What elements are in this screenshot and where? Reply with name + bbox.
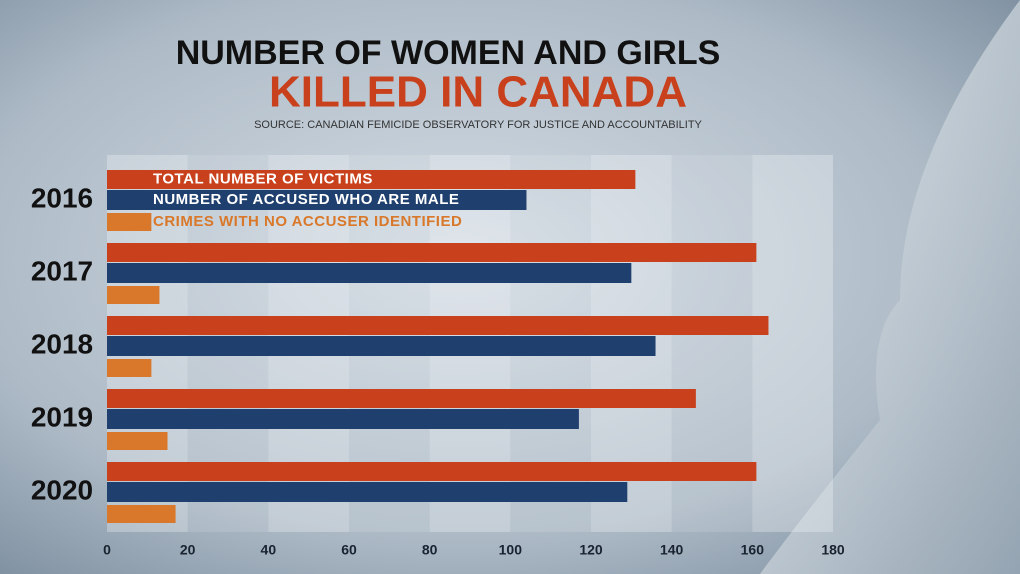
y-tick-label: 2017 [31, 255, 93, 286]
bar [107, 409, 579, 429]
x-tick-label: 80 [422, 542, 438, 558]
x-tick-label: 120 [579, 542, 603, 558]
x-tick-label: 40 [261, 542, 277, 558]
hand-photo [760, 0, 1020, 574]
bar [107, 213, 152, 231]
x-tick-label: 180 [821, 542, 845, 558]
bar [107, 505, 176, 523]
bar [107, 316, 769, 335]
x-tick-label: 60 [341, 542, 357, 558]
x-tick-label: 140 [660, 542, 684, 558]
y-tick-label: 2019 [31, 401, 93, 432]
x-tick-label: 160 [741, 542, 765, 558]
bar [107, 286, 160, 304]
chart-subtitle: KILLED IN CANADA [269, 68, 687, 117]
y-tick-label: 2018 [31, 328, 93, 359]
bar [107, 190, 527, 210]
y-tick-label: 2020 [31, 474, 93, 505]
x-tick-label: 20 [180, 542, 196, 558]
bar [107, 243, 757, 262]
bar [107, 359, 152, 377]
legend-label: CRIMES WITH NO ACCUSER IDENTIFIED [153, 213, 462, 230]
bar [107, 170, 636, 189]
y-tick-label: 2016 [31, 182, 93, 213]
chart-title: NUMBER OF WOMEN AND GIRLS [176, 34, 721, 72]
source: SOURCE: CANADIAN FEMICIDE OBSERVATORY FO… [254, 119, 702, 131]
bar [107, 336, 656, 356]
legend-label: NUMBER OF ACCUSED WHO ARE MALE [153, 191, 459, 208]
bar [107, 462, 757, 481]
x-tick-label: 100 [499, 542, 523, 558]
bar [107, 389, 696, 408]
legend-label: TOTAL NUMBER OF VICTIMS [153, 170, 373, 187]
bar [107, 263, 632, 283]
bar [107, 432, 168, 450]
bar [107, 482, 628, 502]
x-tick-label: 0 [103, 542, 111, 558]
grid-band [752, 155, 833, 532]
